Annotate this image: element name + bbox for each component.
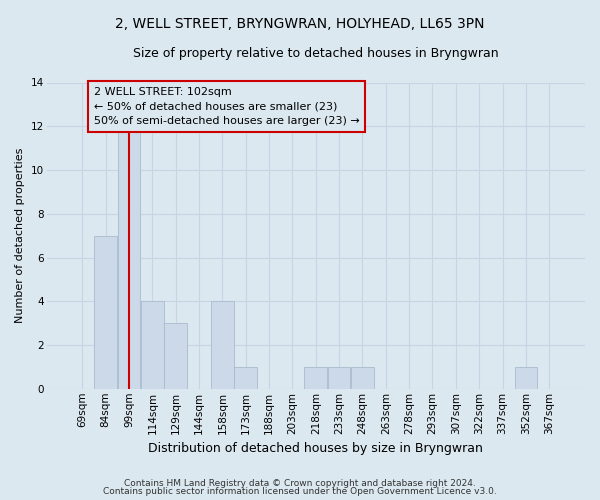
Bar (141, 302, 164, 389)
Y-axis label: Number of detached properties: Number of detached properties (15, 148, 25, 324)
Text: Contains public sector information licensed under the Open Government Licence v3: Contains public sector information licen… (103, 487, 497, 496)
Text: 2, WELL STREET, BRYNGWRAN, HOLYHEAD, LL65 3PN: 2, WELL STREET, BRYNGWRAN, HOLYHEAD, LL6… (115, 18, 485, 32)
Bar (211, 302, 234, 389)
Bar (235, 367, 257, 389)
Bar (94, 236, 117, 389)
Title: Size of property relative to detached houses in Bryngwran: Size of property relative to detached ho… (133, 48, 499, 60)
Text: Contains HM Land Registry data © Crown copyright and database right 2024.: Contains HM Land Registry data © Crown c… (124, 478, 476, 488)
Bar (515, 367, 537, 389)
Bar (351, 367, 374, 389)
Text: 2 WELL STREET: 102sqm
← 50% of detached houses are smaller (23)
50% of semi-deta: 2 WELL STREET: 102sqm ← 50% of detached … (94, 87, 360, 126)
Bar (304, 367, 327, 389)
Bar (328, 367, 350, 389)
X-axis label: Distribution of detached houses by size in Bryngwran: Distribution of detached houses by size … (148, 442, 483, 455)
Bar (164, 323, 187, 389)
Bar (118, 126, 140, 389)
